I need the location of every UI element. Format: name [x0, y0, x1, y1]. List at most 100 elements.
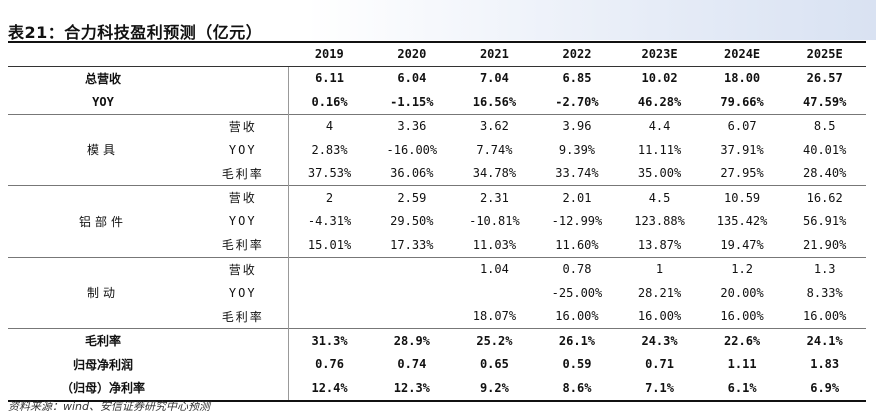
- cell: [453, 281, 536, 305]
- mold-yoy-row: YOY 2.83% -16.00% 7.74% 9.39% 11.11% 37.…: [8, 138, 866, 162]
- cell: 12.3%: [370, 376, 454, 402]
- cell: 8.5: [783, 113, 866, 138]
- cell: 28.40%: [803, 166, 847, 181]
- cell: [288, 281, 371, 305]
- cell: 3.96: [535, 113, 619, 138]
- cell: [371, 305, 454, 329]
- cell: 1.2: [700, 256, 784, 281]
- cell: 46.28%: [637, 94, 682, 109]
- cell: [288, 256, 371, 281]
- total-revenue-row: 总营收 6.11 6.04 7.04 6.85 10.02 18.00 26.5…: [8, 66, 866, 90]
- year-header: 2019: [288, 42, 371, 67]
- cell: 1.04: [453, 256, 536, 281]
- mold-revenue-row: 模具 营收 4 3.36 3.62 3.96 4.4 6.07 8.5: [8, 113, 866, 186]
- cell: 0.16%: [311, 94, 348, 109]
- sub-label: 营收: [198, 113, 289, 138]
- cell: 20.00%: [720, 285, 764, 300]
- cell: 7.04: [479, 71, 509, 86]
- cell: 4.4: [618, 113, 701, 138]
- row-label: 归母净利润: [72, 357, 133, 372]
- cell: 15.01%: [307, 237, 352, 252]
- net-margin-row: （归母）净利率 12.4% 12.3% 9.2% 8.6% 7.1% 6.1% …: [8, 376, 866, 402]
- alu-revenue-row: 铝部件 营收 2 2.59 2.31 2.01 4.5 10.59 16.62: [8, 185, 866, 257]
- cell: 34.78%: [472, 166, 517, 181]
- year-header: 2023E: [618, 42, 701, 67]
- cell: 4.5: [618, 185, 701, 210]
- cell: 2.01: [535, 185, 619, 210]
- cell: 16.62: [783, 185, 866, 210]
- segment-label-brake: 制动: [8, 256, 198, 329]
- cell: 37.91%: [720, 142, 764, 157]
- cell: 16.00%: [555, 309, 599, 324]
- cell: 6.04: [397, 71, 427, 86]
- cell: 6.85: [562, 71, 592, 86]
- cell: 7.74%: [476, 142, 513, 157]
- cell: 3.36: [370, 113, 454, 138]
- cell: [370, 256, 454, 281]
- cell: 10.02: [641, 71, 678, 86]
- row-label: YOY: [92, 94, 114, 109]
- cell: 33.74%: [555, 166, 599, 181]
- cell: 1.3: [783, 256, 866, 281]
- year-header: 2024E: [700, 42, 784, 67]
- cell: 11.60%: [555, 237, 599, 252]
- cell: 22.6%: [700, 328, 784, 353]
- cell: 0.59: [562, 357, 592, 372]
- cell: -4.31%: [307, 214, 352, 229]
- cell: 9.39%: [558, 142, 596, 157]
- cell: 2.31: [453, 185, 536, 210]
- earnings-forecast-table: 2019 2020 2021 2022 2023E 2024E 2025E 总营…: [8, 42, 866, 402]
- title-band: [0, 0, 876, 40]
- cell: 79.66%: [720, 94, 764, 109]
- cell: 40.01%: [803, 142, 847, 157]
- segment-label-alu: 铝部件: [8, 185, 198, 257]
- year-header: 2022: [535, 42, 619, 67]
- cell: 47.59%: [803, 94, 847, 109]
- sub-label: 营收: [198, 256, 289, 281]
- sub-label: YOY: [198, 138, 289, 162]
- cell: 6.07: [700, 113, 784, 138]
- row-label: 毛利率: [8, 328, 198, 353]
- cell: 0.65: [479, 357, 509, 372]
- segment-label-mold: 模具: [8, 113, 198, 186]
- cell: 6.1%: [700, 376, 784, 402]
- cell: 24.3%: [618, 328, 701, 353]
- cell: 56.91%: [803, 214, 847, 229]
- cell: 35.00%: [637, 166, 682, 181]
- total-yoy-row: YOY 0.16% -1.15% 16.56% -2.70% 46.28% 79…: [8, 90, 866, 114]
- source-note: 资料来源：wind、安信证券研究中心预测: [8, 400, 211, 413]
- net-profit-row: 归母净利润 0.76 0.74 0.65 0.59 0.71 1.11 1.83: [8, 352, 866, 376]
- alu-yoy-row: YOY -4.31% 29.50% -10.81% -12.99% 123.88…: [8, 209, 866, 233]
- cell: 16.00%: [720, 309, 764, 324]
- cell: 25.2%: [453, 328, 536, 353]
- cell: 0.74: [397, 357, 427, 372]
- cell: 1.11: [727, 357, 757, 372]
- brake-yoy-row: YOY -25.00% 28.21% 20.00% 8.33%: [8, 281, 866, 305]
- cell: 36.06%: [390, 166, 434, 181]
- cell: 8.6%: [535, 376, 619, 402]
- cell: 10.59: [700, 185, 784, 210]
- cell: 8.33%: [806, 285, 843, 300]
- cell: 4: [288, 113, 371, 138]
- cell: 1: [618, 256, 701, 281]
- cell: 24.1%: [783, 328, 866, 353]
- cell: 6.9%: [783, 376, 866, 402]
- cell: 19.47%: [720, 237, 764, 252]
- cell: 11.11%: [637, 142, 682, 157]
- cell: 0.76: [315, 357, 344, 372]
- cell: [288, 305, 371, 329]
- cell: 135.42%: [716, 214, 768, 229]
- row-label: 总营收: [84, 71, 121, 86]
- cell: 0.71: [645, 357, 674, 372]
- cell: [371, 281, 454, 305]
- sub-label: 毛利率: [198, 304, 289, 329]
- sub-label: YOY: [198, 209, 289, 233]
- cell: 18.00: [724, 71, 761, 86]
- gross-margin-row: 毛利率 31.3% 28.9% 25.2% 26.1% 24.3% 22.6% …: [8, 328, 866, 353]
- cell: 29.50%: [390, 214, 434, 229]
- sub-label: 毛利率: [198, 233, 289, 257]
- cell: 37.53%: [307, 166, 352, 181]
- year-header: 2020: [370, 42, 454, 67]
- sub-label: YOY: [198, 281, 289, 305]
- cell: 28.9%: [370, 328, 454, 353]
